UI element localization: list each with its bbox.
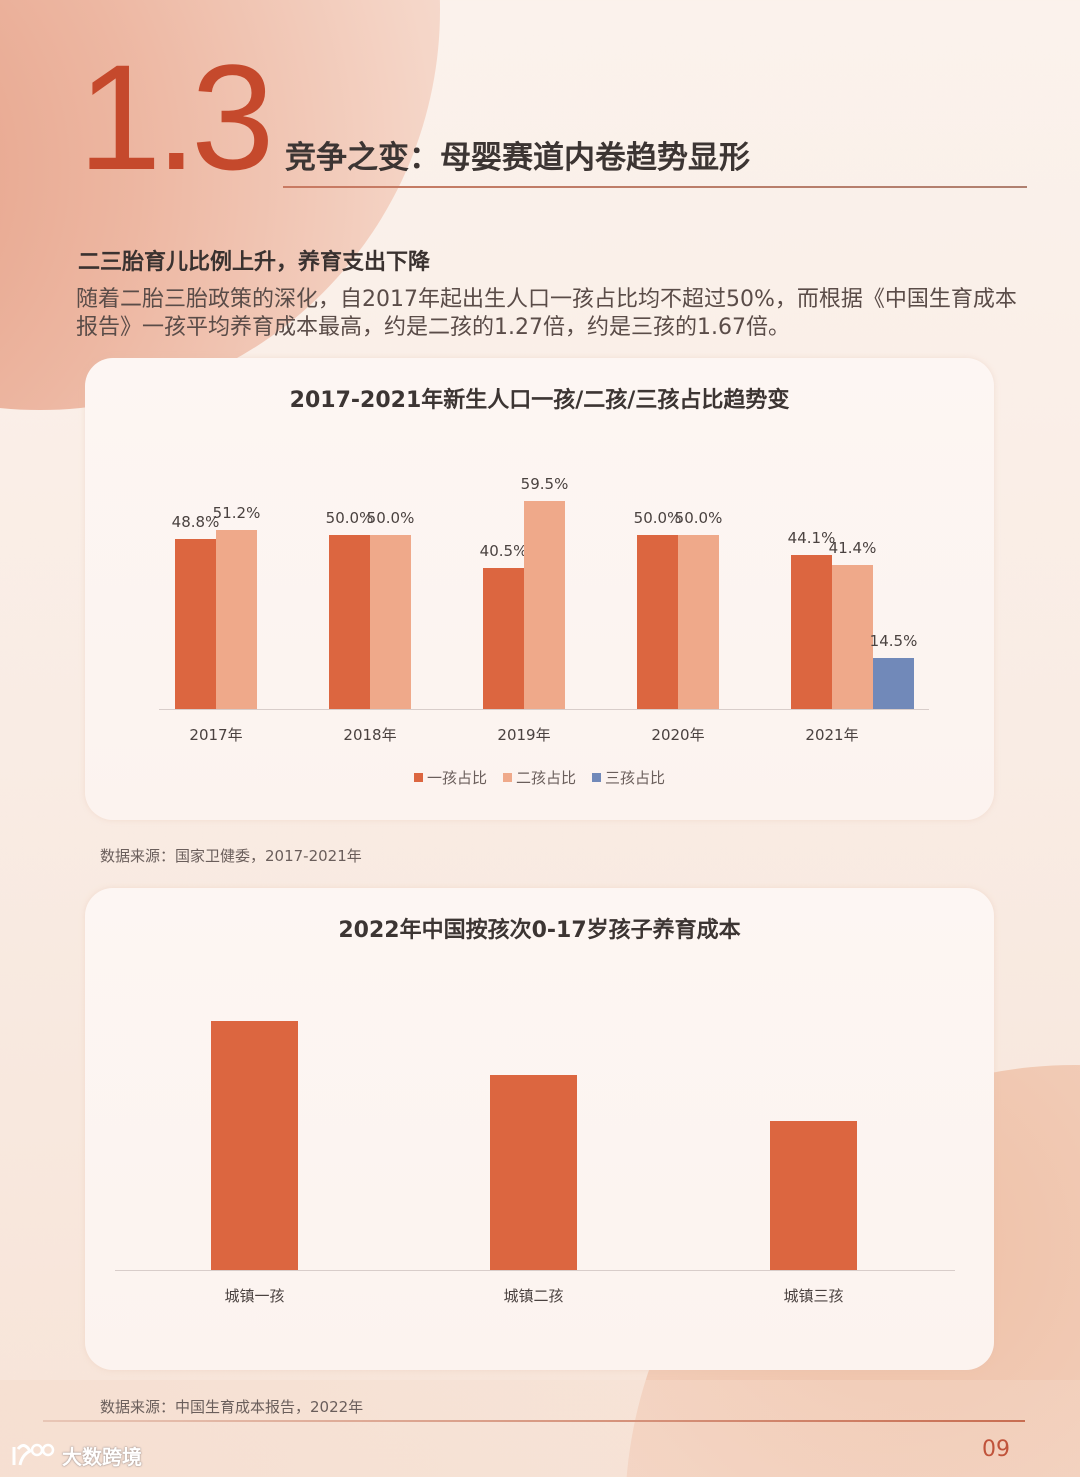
x-tick-label: 城镇二孩: [503, 1287, 564, 1305]
x-tick-label: 2018年: [343, 726, 397, 744]
legend-swatch: [413, 773, 423, 782]
data-label: 41.4%: [828, 538, 877, 557]
section-number: 1.3: [78, 33, 275, 201]
x-tick-label: 2020年: [651, 726, 705, 744]
bar: [175, 538, 216, 709]
page-title: 竞争之变：母婴赛道内卷趋势显形: [285, 140, 750, 176]
legend-item-second-child: 二孩占比: [502, 767, 576, 788]
background-footer-band: [0, 1380, 1080, 1477]
intro-subheading: 二三胎育儿比例上升，养育支出下降: [78, 250, 431, 275]
x-axis-line: [159, 709, 929, 710]
legend-item-third-child: 三孩占比: [592, 767, 665, 788]
x-tick-label: 2019年: [497, 726, 551, 744]
x-axis-line: [115, 1270, 955, 1271]
legend-swatch: [502, 773, 512, 782]
legend-label: 二孩占比: [515, 769, 576, 787]
x-tick-label: 城镇三孩: [783, 1287, 844, 1305]
bar: [211, 1021, 298, 1270]
legend-item-first-child: 一孩占比: [413, 767, 487, 788]
brand-logo: 大数跨境: [10, 1441, 142, 1470]
bar: [329, 534, 370, 709]
bar: [483, 567, 524, 709]
bar: [370, 534, 411, 709]
bar: [678, 534, 719, 709]
chart-title: 2017-2021年新生人口一孩/二孩/三孩占比趋势变: [289, 388, 790, 413]
data-label: 50.0%: [366, 508, 415, 527]
data-label: 50.0%: [325, 508, 374, 527]
page-number: 09: [982, 1437, 1010, 1462]
chart2-source: 数据来源：中国生育成本报告，2022年: [100, 1398, 364, 1416]
data-label: 40.5%: [479, 541, 528, 560]
brand-name: 大数跨境: [62, 1445, 142, 1469]
data-label: 14.5%: [869, 632, 918, 651]
intro-paragraph: 随着二胎三胎政策的深化，自2017年起出生人口一孩占比均不超过50%，而根据《中…: [76, 287, 1017, 340]
legend-label: 三孩占比: [605, 769, 666, 787]
bar: [770, 1120, 857, 1270]
bar: [216, 530, 257, 709]
bar: [832, 564, 873, 709]
bar: [637, 534, 678, 709]
footer-divider: [43, 1420, 1025, 1422]
bar: [873, 658, 914, 709]
legend-label: 一孩占比: [426, 769, 487, 787]
chart-title: 2022年中国按孩次0-17岁孩子养育成本: [338, 918, 741, 943]
legend-swatch: [592, 773, 601, 782]
bar: [524, 501, 565, 709]
data-label: 59.5%: [520, 475, 569, 494]
x-tick-label: 城镇一孩: [224, 1287, 285, 1305]
bar: [490, 1074, 577, 1270]
chart-legend: 一孩占比 二孩占比 三孩占比: [85, 767, 994, 788]
data-label: 50.0%: [633, 508, 682, 527]
x-tick-label: 2021年: [805, 726, 859, 744]
child-cost-chart-card: 2022年中国按孩次0-17岁孩子养育成本 城镇一孩 城镇二孩 城镇三孩: [85, 888, 994, 1370]
birth-ratio-chart-card: 2017-2021年新生人口一孩/二孩/三孩占比趋势变 48.8% 51.2% 20…: [85, 358, 994, 820]
data-label: 48.8%: [171, 512, 220, 531]
brand-mark-icon: [12, 1443, 55, 1465]
bar: [791, 555, 832, 709]
data-label: 50.0%: [674, 508, 723, 527]
x-tick-label: 2017年: [189, 726, 243, 744]
title-divider: [283, 186, 1027, 188]
data-label: 51.2%: [212, 504, 261, 523]
chart1-source: 数据来源：国家卫健委，2017-2021年: [100, 847, 362, 865]
data-label: 44.1%: [787, 529, 836, 548]
